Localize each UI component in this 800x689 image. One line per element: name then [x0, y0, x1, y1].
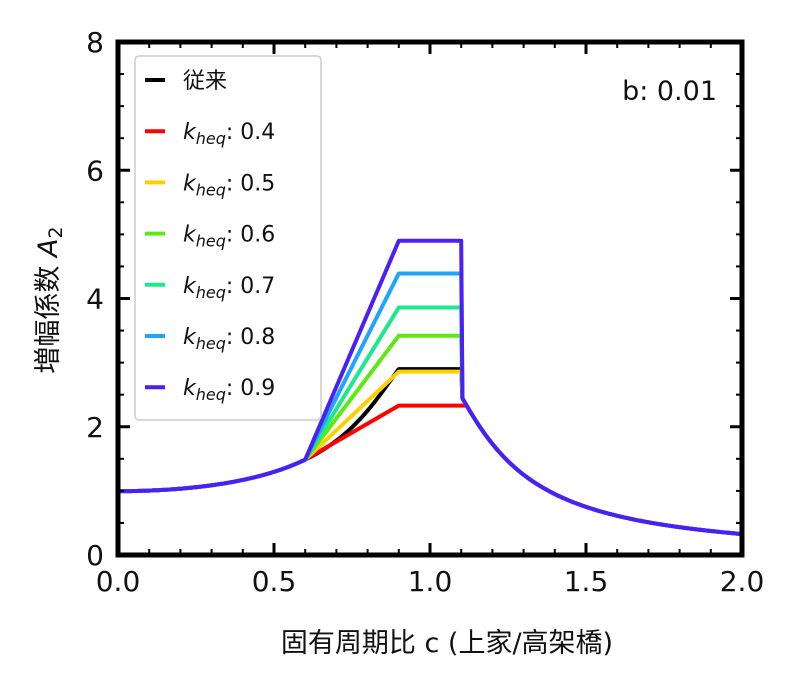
y-tick-label: 0 [86, 539, 104, 572]
legend-box [134, 55, 322, 421]
legend-label: kheq: 0.6 [183, 223, 275, 251]
legend-label: kheq: 0.7 [183, 274, 275, 302]
legend-label: kheq: 0.4 [183, 120, 275, 148]
plot-frame [115, 39, 745, 558]
b-annotation: b: 0.01 [622, 76, 717, 107]
legend-label: 従来 [183, 69, 227, 94]
tick-labels-layer: 0.0 0.5 1.0 1.5 2.0 0 2 4 6 8 [86, 26, 764, 598]
x-axis-label: 固有周期比 c (上家/高架橋) [281, 628, 613, 659]
x-tick-label: 0.5 [252, 565, 297, 598]
series-line-k-0.4 [118, 403, 742, 537]
y-tick-label: 6 [86, 154, 104, 187]
legend-label: kheq: 0.9 [183, 376, 275, 404]
x-tick-label: 2.0 [720, 565, 765, 598]
y-tick-label: 8 [86, 26, 104, 59]
series-line-k-0.9 [118, 238, 742, 537]
x-tick-label: 0.0 [96, 565, 141, 598]
y-axis-label: 増幅係数 A2 [33, 226, 67, 373]
x-tick-label: 1.5 [564, 565, 609, 598]
y-tick-label: 2 [86, 411, 104, 444]
y-axis-label-symbol: A [33, 239, 64, 259]
legend-label: kheq: 0.5 [183, 171, 275, 199]
legend-label: kheq: 0.8 [183, 325, 275, 353]
x-tick-label: 1.0 [408, 565, 453, 598]
legend: 従来 kheq: 0.4 kheq: 0.5 kheq: 0.6 kheq: 0.7 kh… [134, 55, 322, 421]
y-tick-label: 4 [86, 283, 104, 316]
y-axis-label-text: 増幅係数 [33, 257, 64, 374]
y-axis-label-sub: 2 [45, 226, 67, 238]
curves-layer [118, 238, 742, 537]
